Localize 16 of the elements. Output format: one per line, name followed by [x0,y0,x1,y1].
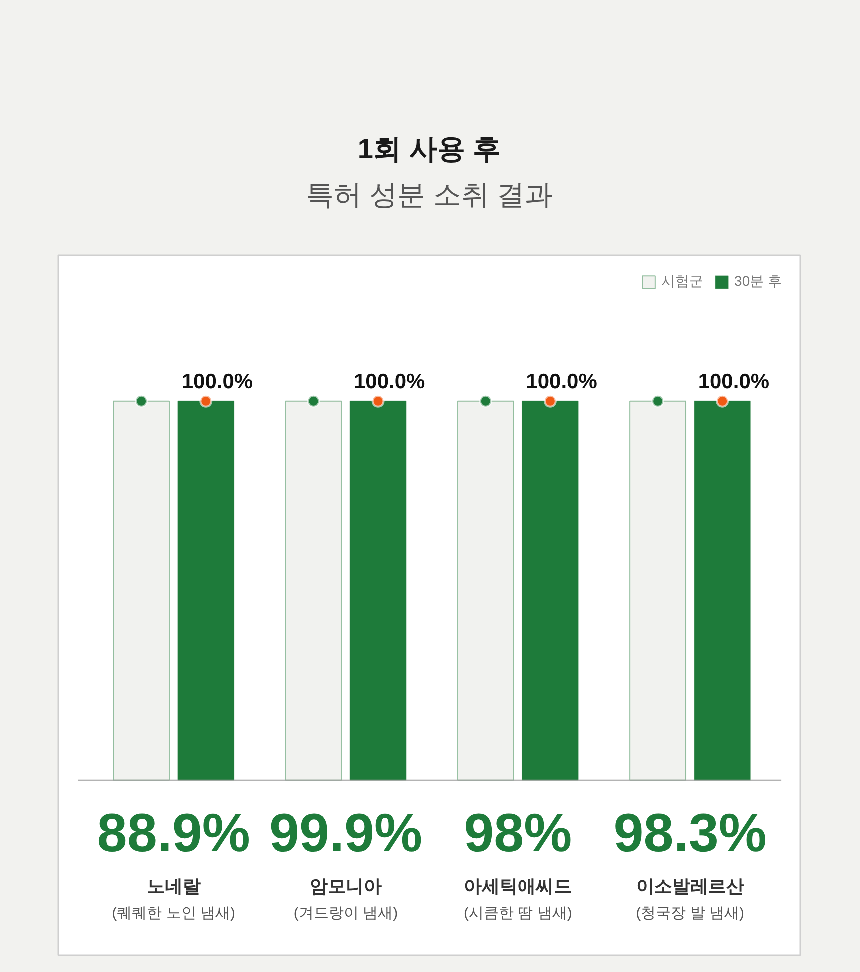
annotation: 100.0% [526,370,598,394]
x-tick-label: 노네랄 (퀘퀘한 노인 냄새) [112,876,236,922]
annotation: 100.0% [354,370,426,394]
text: 99.9% [269,803,423,864]
x-tick-label: 암모니아 (겨드랑이 냄새) [294,876,398,922]
chart-title: 1회 사용 후 [358,134,502,164]
text: 98.3% [614,803,767,864]
x-tick-label: 이소발레르산 (청국장 발 냄새) [636,876,744,922]
text: 88.9% [97,803,250,864]
legend-label: 30분 후 [734,273,782,291]
annotation: 100.0% [182,370,254,394]
legend-label: 시험군 [662,273,704,291]
text: 98% [464,803,572,864]
x-tick-label: 아세틱애씨드 (시큼한 땀 냄새) [464,876,572,922]
chart-subtitle: 특허 성분 소취 결과 [306,180,554,210]
annotation: 100.0% [698,370,770,394]
